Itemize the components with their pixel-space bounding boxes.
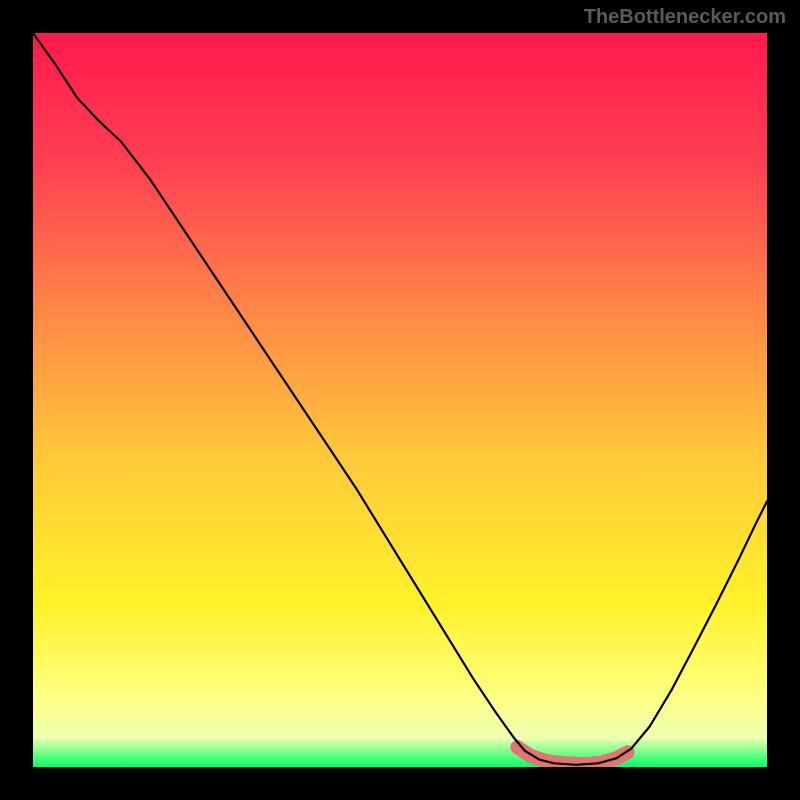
watermark-text: TheBottlenecker.com [584,6,786,29]
chart-plot [33,33,767,767]
gradient-background [33,33,767,767]
